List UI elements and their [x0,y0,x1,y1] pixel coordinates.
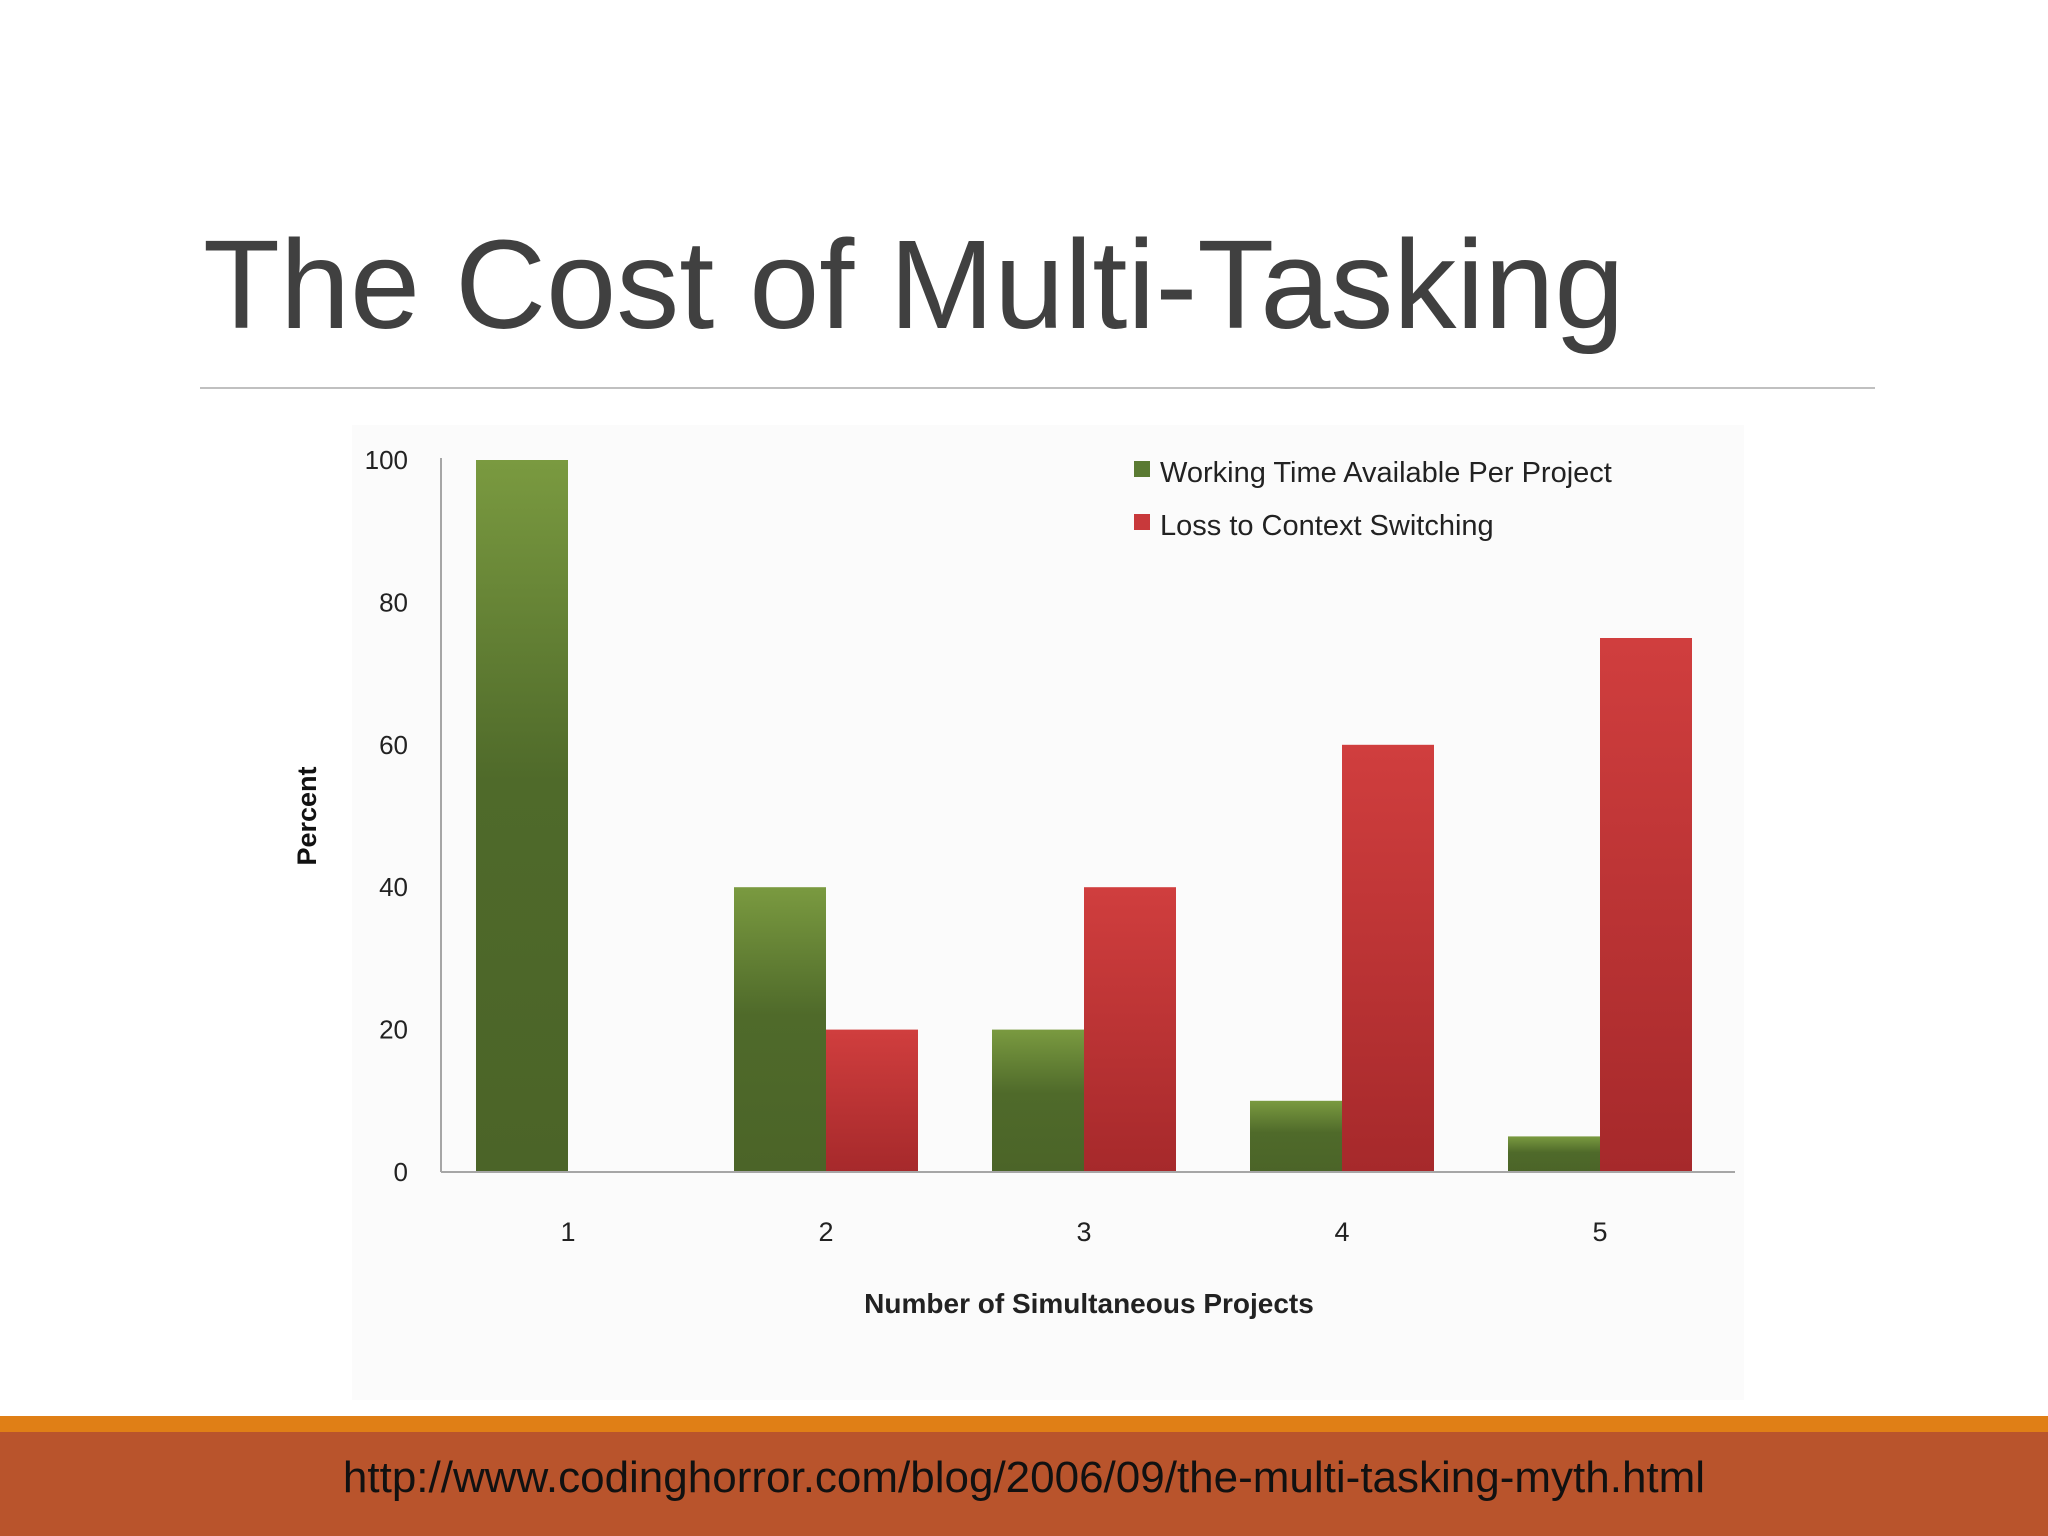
legend-label-context-switching: Loss to Context Switching [1160,510,1494,542]
title-divider [200,387,1875,389]
bar-working-time-4 [1250,1100,1342,1172]
x-tick-label-1: 1 [560,1217,575,1247]
bar-context-switching-3 [1084,887,1176,1172]
y-tick-label-20: 20 [379,1015,408,1045]
legend-swatch-context-switching [1134,514,1150,530]
x-tick-label-5: 5 [1592,1217,1607,1247]
y-tick-label-40: 40 [379,872,408,902]
x-tick-label-2: 2 [818,1217,833,1247]
bar-context-switching-2 [826,1029,918,1172]
slide-title: The Cost of Multi-Tasking [203,214,1625,355]
y-axis-label: Percent [292,766,322,865]
x-tick-label-3: 3 [1076,1217,1091,1247]
legend-label-working-time: Working Time Available Per Project [1160,457,1612,489]
bar-context-switching-4 [1342,744,1434,1172]
bar-context-switching-5 [1600,638,1692,1172]
x-axis-label: Number of Simultaneous Projects [864,1288,1314,1319]
bar-working-time-5 [1508,1136,1600,1172]
y-tick-label-60: 60 [379,730,408,760]
chart-panel [352,425,1744,1400]
legend-swatch-working-time [1134,461,1150,477]
legend: Working Time Available Per Project Loss … [1134,457,1612,542]
bar-working-time-2 [734,887,826,1172]
source-url: http://www.codinghorror.com/blog/2006/09… [342,1453,1706,1502]
y-tick-label-80: 80 [379,587,408,617]
footer-accent-stripe [0,1416,2048,1432]
y-tick-label-100: 100 [365,445,408,475]
x-tick-label-4: 4 [1334,1217,1349,1247]
bar-working-time-3 [992,1029,1084,1172]
footer-bar [0,1432,2048,1536]
y-tick-label-0: 0 [394,1157,408,1187]
bar-working-time-1 [476,460,568,1172]
